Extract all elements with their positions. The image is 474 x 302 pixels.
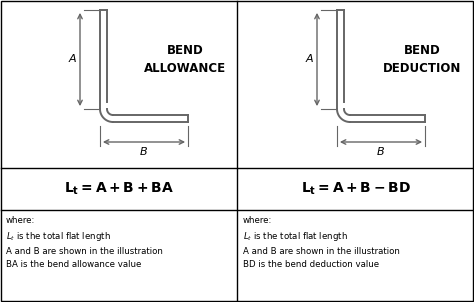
Text: B: B xyxy=(140,147,148,157)
Text: A: A xyxy=(305,54,313,65)
Text: BEND
ALLOWANCE: BEND ALLOWANCE xyxy=(144,44,226,76)
Text: BEND
DEDUCTION: BEND DEDUCTION xyxy=(383,44,461,76)
Text: A: A xyxy=(68,54,76,65)
Text: $\mathbf{L_t = A + B - BD}$: $\mathbf{L_t = A + B - BD}$ xyxy=(301,181,410,197)
Text: where:
$L_t$ is the total flat length
A and B are shown in the illustration
BA i: where: $L_t$ is the total flat length A … xyxy=(6,216,163,269)
Text: B: B xyxy=(377,147,385,157)
Text: where:
$L_t$ is the total flat length
A and B are shown in the illustration
BD i: where: $L_t$ is the total flat length A … xyxy=(243,216,400,269)
Text: $\mathbf{L_t = A + B + BA}$: $\mathbf{L_t = A + B + BA}$ xyxy=(64,181,173,197)
